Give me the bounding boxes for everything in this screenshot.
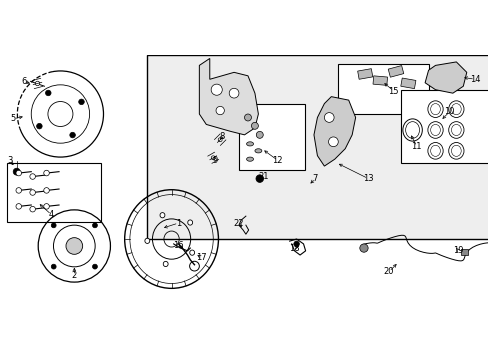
Polygon shape [199,58,258,135]
Text: 19: 19 [452,246,463,255]
Ellipse shape [448,101,463,117]
Ellipse shape [246,157,253,161]
Circle shape [13,168,20,175]
Text: 3: 3 [7,156,12,165]
Circle shape [51,264,56,269]
Circle shape [79,99,84,105]
Circle shape [43,204,49,209]
Circle shape [255,175,263,183]
Ellipse shape [448,143,463,159]
Circle shape [359,244,367,252]
Circle shape [256,131,263,138]
Text: 20: 20 [383,267,393,276]
Text: 14: 14 [469,75,479,84]
Circle shape [328,137,338,147]
Circle shape [229,88,239,98]
Circle shape [30,174,35,179]
Circle shape [216,106,224,115]
Text: 22: 22 [233,219,244,228]
Ellipse shape [187,220,192,225]
Bar [387,66,403,77]
Circle shape [324,113,333,122]
Circle shape [251,122,258,129]
Ellipse shape [144,238,149,243]
Text: 13: 13 [362,174,373,183]
Circle shape [37,123,42,129]
Circle shape [51,223,56,228]
Circle shape [211,84,222,95]
Circle shape [16,188,21,193]
Circle shape [16,204,21,209]
Bar [400,78,415,89]
FancyBboxPatch shape [338,64,427,114]
Bar [372,76,387,85]
Ellipse shape [163,261,168,267]
Text: 6: 6 [21,77,26,86]
Circle shape [66,238,82,254]
Circle shape [92,223,97,228]
Circle shape [16,170,21,176]
Text: 8: 8 [219,132,224,141]
Ellipse shape [246,142,253,146]
Text: 10: 10 [443,107,454,116]
Circle shape [92,264,97,269]
Circle shape [30,190,35,195]
Text: 5: 5 [11,114,16,123]
Text: 17: 17 [196,253,206,262]
Text: 12: 12 [272,156,283,165]
Text: 7: 7 [312,174,317,183]
Text: 21: 21 [258,172,269,181]
FancyBboxPatch shape [147,55,488,239]
Circle shape [30,206,35,212]
FancyBboxPatch shape [239,104,305,170]
Circle shape [35,81,40,86]
Ellipse shape [427,143,442,159]
Text: 18: 18 [288,244,299,253]
Ellipse shape [189,250,194,255]
Bar [460,249,467,255]
Ellipse shape [427,122,442,138]
Circle shape [43,170,49,176]
Circle shape [218,138,222,141]
Polygon shape [424,62,466,93]
Text: 2: 2 [72,271,77,280]
Ellipse shape [160,213,164,218]
Text: 4: 4 [49,210,54,219]
Ellipse shape [448,122,463,138]
Ellipse shape [402,119,422,141]
Circle shape [211,156,215,160]
Polygon shape [313,96,355,166]
FancyBboxPatch shape [400,90,488,163]
Bar [357,69,372,79]
Text: 1: 1 [176,219,181,228]
Text: 11: 11 [411,142,421,151]
Text: 16: 16 [173,242,183,251]
Ellipse shape [427,101,442,117]
Text: 9: 9 [212,156,218,165]
FancyBboxPatch shape [7,163,101,222]
Circle shape [293,241,299,247]
Circle shape [244,114,251,121]
Circle shape [70,132,75,138]
Text: 15: 15 [388,87,398,96]
Ellipse shape [254,149,262,153]
Circle shape [43,188,49,193]
Circle shape [45,90,51,96]
